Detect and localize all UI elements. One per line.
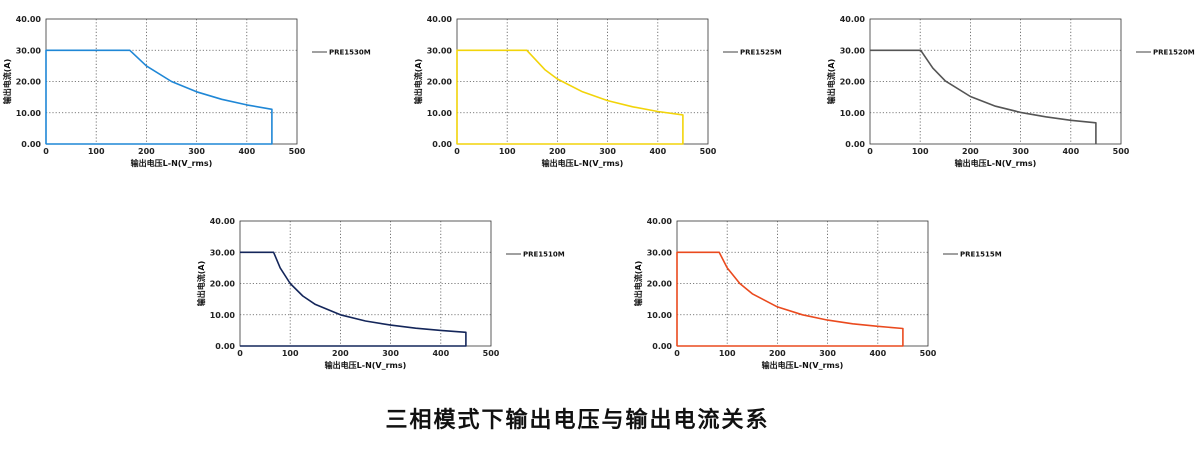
legend-label: PRE1525M: [740, 49, 782, 57]
y-tick-label: 10.00: [427, 109, 453, 118]
chart-svg: 0 100 200 300 400 500 0.00 10.00 20.00 30.00 40.00…: [826, 15, 1195, 168]
chart-svg: 0 100 200 300 400 500 0.00 10.00 20.00 30.00 40.00…: [633, 217, 1002, 370]
x-tick-label: 400: [238, 147, 255, 156]
chart-pre1520m: 0 100 200 300 400 500 0.00 10.00 20.00 30.00 40.00…: [824, 10, 1201, 168]
x-tick-label: 400: [869, 349, 886, 358]
x-tick-label: 200: [549, 147, 566, 156]
y-tick-label: 30.00: [210, 248, 236, 257]
x-tick-label: 500: [483, 349, 500, 358]
x-tick-label: 200: [962, 147, 979, 156]
x-axis-title: 输出电压L-N(V_rms): [542, 158, 624, 168]
y-axis-title: 输出电流(A): [2, 59, 12, 105]
x-axis-title: 输出电压L-N(V_rms): [325, 360, 407, 370]
x-tick-label: 500: [700, 147, 717, 156]
y-tick-label: 20.00: [427, 78, 453, 87]
chart-svg: 0 100 200 300 400 500 0.00 10.00 20.00 30.00 40.00…: [196, 217, 565, 370]
x-tick-label: 300: [188, 147, 205, 156]
y-tick-label: 0.00: [652, 342, 672, 351]
series-line: [240, 251, 467, 347]
x-tick-label: 0: [454, 147, 460, 156]
x-tick-label: 400: [1062, 147, 1079, 156]
y-tick-label: 30.00: [16, 46, 42, 55]
series-line: [676, 251, 904, 347]
y-tick-label: 0.00: [432, 140, 452, 149]
x-axis-title: 输出电压L-N(V_rms): [955, 158, 1037, 168]
x-tick-label: 500: [1113, 147, 1130, 156]
figure-caption: 三相模式下输出电压与输出电流关系: [385, 408, 770, 433]
y-tick-label: 20.00: [210, 280, 236, 289]
legend-label: PRE1530M: [329, 49, 371, 57]
x-tick-label: 400: [649, 147, 666, 156]
chart-svg: 0 100 200 300 400 500 0.00 10.00 20.00 30.00 40.00…: [413, 15, 782, 168]
x-tick-label: 100: [719, 349, 736, 358]
chart-pre1530m: 0 100 200 300 400 500 0.00 10.00 20.00 30.00 40.00…: [0, 10, 380, 168]
y-tick-label: 40.00: [647, 217, 673, 226]
chart-pre1525m: 0 100 200 300 400 500 0.00 10.00 20.00 30.00 40.00…: [411, 10, 791, 168]
legend-label: PRE1510M: [523, 251, 565, 259]
y-tick-label: 40.00: [840, 15, 866, 24]
y-tick-label: 0.00: [21, 140, 41, 149]
y-tick-label: 0.00: [215, 342, 235, 351]
x-tick-label: 100: [88, 147, 105, 156]
y-axis-title: 输出电流(A): [196, 261, 206, 307]
x-axis-title: 输出电压L-N(V_rms): [131, 158, 213, 168]
y-tick-label: 10.00: [840, 109, 866, 118]
x-tick-label: 0: [674, 349, 680, 358]
x-tick-label: 0: [237, 349, 243, 358]
x-tick-label: 100: [499, 147, 516, 156]
y-axis-title: 输出电流(A): [633, 261, 643, 307]
y-axis-title: 输出电流(A): [413, 59, 423, 105]
x-tick-label: 100: [282, 349, 299, 358]
x-tick-label: 200: [769, 349, 786, 358]
x-tick-label: 300: [1012, 147, 1029, 156]
y-axis-title: 输出电流(A): [826, 59, 836, 105]
y-tick-label: 30.00: [840, 46, 866, 55]
x-tick-label: 500: [289, 147, 306, 156]
y-tick-label: 30.00: [647, 248, 673, 257]
x-tick-label: 0: [867, 147, 873, 156]
y-tick-label: 10.00: [16, 109, 42, 118]
y-tick-label: 20.00: [840, 78, 866, 87]
legend-label: PRE1520M: [1153, 49, 1195, 57]
x-tick-label: 100: [912, 147, 929, 156]
y-tick-label: 30.00: [427, 46, 453, 55]
series-line: [870, 49, 1097, 144]
x-tick-label: 200: [138, 147, 155, 156]
x-axis-title: 输出电压L-N(V_rms): [762, 360, 844, 370]
y-tick-label: 0.00: [845, 140, 865, 149]
y-tick-label: 40.00: [210, 217, 236, 226]
chart-svg: 0 100 200 300 400 500 0.00 10.00 20.00 30.00 40.00…: [2, 15, 371, 168]
y-tick-label: 20.00: [16, 78, 42, 87]
y-tick-label: 20.00: [647, 280, 673, 289]
x-tick-label: 400: [432, 349, 449, 358]
y-tick-label: 10.00: [647, 311, 673, 320]
series-line: [456, 49, 684, 145]
series-line: [45, 49, 273, 145]
legend-label: PRE1515M: [960, 251, 1002, 259]
x-tick-label: 300: [819, 349, 836, 358]
x-tick-label: 200: [332, 349, 349, 358]
chart-pre1510m: 0 100 200 300 400 500 0.00 10.00 20.00 30.00 40.00…: [194, 212, 574, 370]
x-tick-label: 300: [382, 349, 399, 358]
chart-pre1515m: 0 100 200 300 400 500 0.00 10.00 20.00 30.00 40.00…: [631, 212, 1011, 370]
y-tick-label: 40.00: [16, 15, 42, 24]
x-tick-label: 500: [920, 349, 937, 358]
x-tick-label: 0: [43, 147, 49, 156]
x-tick-label: 300: [599, 147, 616, 156]
y-tick-label: 40.00: [427, 15, 453, 24]
y-tick-label: 10.00: [210, 311, 236, 320]
